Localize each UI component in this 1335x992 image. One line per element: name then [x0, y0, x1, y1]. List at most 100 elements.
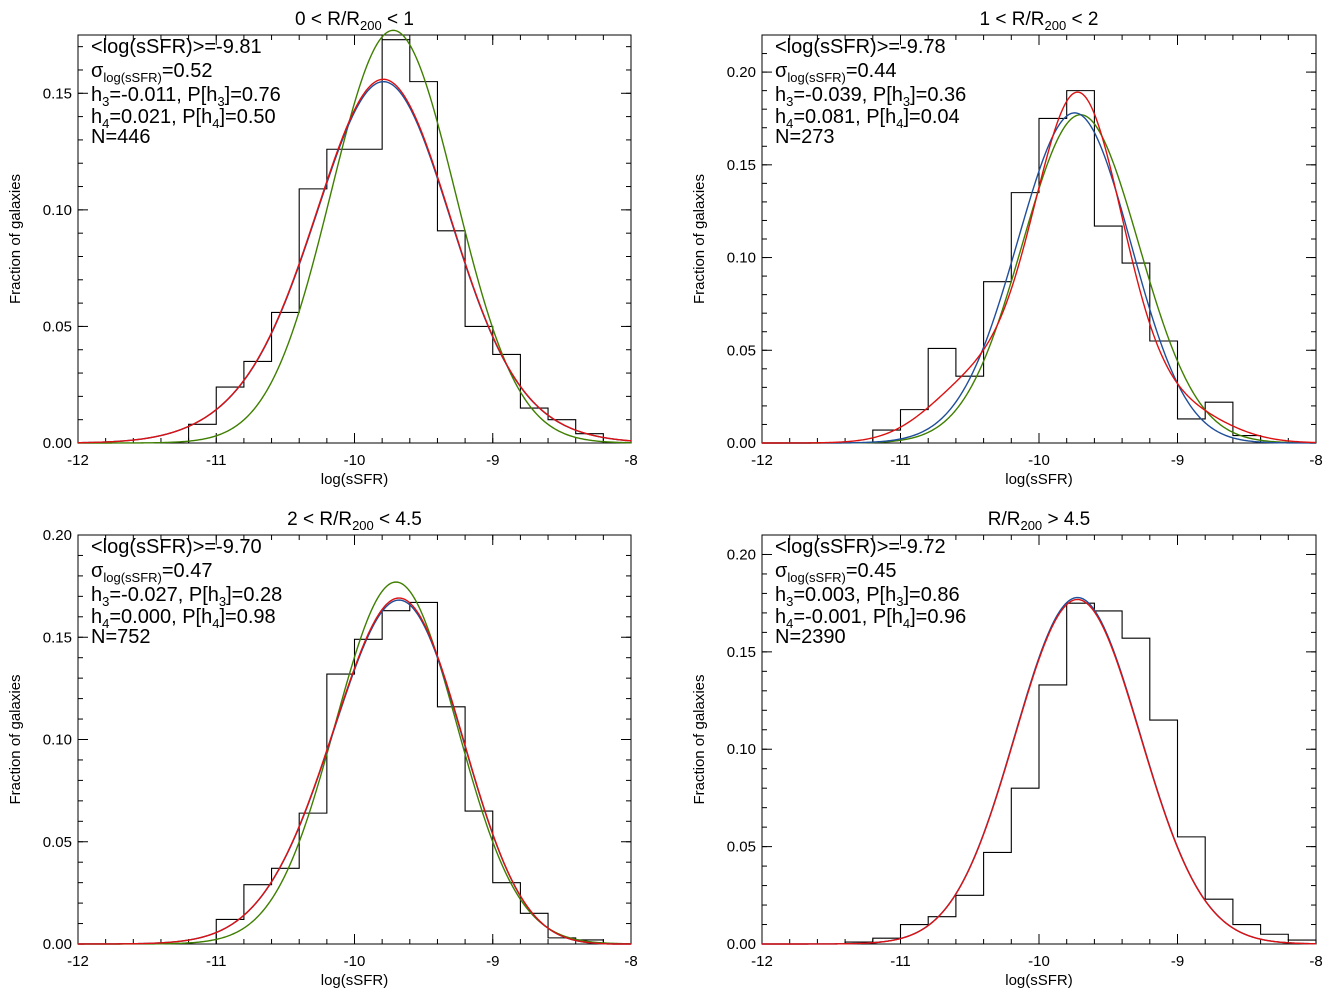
- blue-fit-curve: [762, 112, 1316, 444]
- n-annotation: N=446: [91, 126, 151, 148]
- h4-annotation: h4=0.000, P[h4]=0.98: [91, 606, 276, 631]
- y-axis-label: Fraction of galaxies: [691, 674, 708, 804]
- histogram-bin: [1178, 837, 1206, 944]
- x-axis-label: log(sSFR): [1005, 471, 1073, 488]
- histogram-bin: [956, 895, 984, 944]
- y-axis-label: Fraction of galaxies: [7, 674, 24, 804]
- x-tick-label: -11: [890, 953, 911, 970]
- y-tick-label: 0.15: [43, 629, 72, 646]
- h4-annotation: h4=-0.001, P[h4]=0.96: [775, 606, 966, 631]
- x-tick-label: -12: [67, 452, 89, 469]
- n-annotation: N=2390: [775, 626, 846, 648]
- panel-3: -12 -11 -10 -9 -8 0.00 0.05 0.10 0.15 0.20 log(sSF…: [7, 509, 638, 989]
- histogram-bin: [410, 602, 438, 944]
- y-axis-label: Fraction of galaxies: [691, 174, 708, 304]
- sigma-annotation: σlog(sSFR)=0.47: [91, 560, 212, 585]
- y-tick-label: 0.15: [727, 157, 756, 174]
- histogram-bin: [216, 919, 244, 944]
- x-tick-label: -11: [206, 452, 227, 469]
- sigma-annotation: σlog(sSFR)=0.44: [775, 60, 896, 85]
- x-axis-label: log(sSFR): [1005, 972, 1073, 989]
- x-tick-label: -8: [624, 953, 637, 970]
- y-tick-label: 0.00: [727, 435, 756, 452]
- histogram-bin: [1150, 341, 1178, 443]
- histogram: [188, 39, 604, 443]
- blue-fit-curve: [77, 80, 632, 444]
- y-tick-label: 0.10: [43, 732, 72, 749]
- y-tick-label: 0.00: [43, 936, 72, 953]
- histogram-bin: [1039, 118, 1067, 443]
- histogram-bin: [1067, 603, 1095, 944]
- panel-4: -12 -11 -10 -9 -8 0.00 0.05 0.10 0.15 0.20 log(sSF…: [691, 509, 1323, 989]
- histogram: [215, 601, 604, 944]
- mean-annotation: <log(sSFR)>=-9.78: [775, 36, 946, 58]
- x-tick-label: -12: [751, 953, 773, 970]
- histogram-bin: [272, 868, 300, 944]
- y-tick-label: 0.05: [43, 834, 72, 851]
- green-fit-curve: [78, 29, 632, 444]
- x-tick-label: -10: [1028, 953, 1050, 970]
- x-tick-label: -9: [1171, 452, 1184, 469]
- y-tick-label: 0.05: [727, 342, 756, 359]
- histogram-bin: [465, 326, 493, 443]
- histogram-bin: [244, 885, 272, 944]
- x-axis-label: log(sSFR): [321, 972, 389, 989]
- mean-annotation: <log(sSFR)>=-9.81: [91, 36, 262, 58]
- red-fit-curve: [77, 78, 632, 444]
- x-tick-label: -8: [1309, 953, 1322, 970]
- y-tick-label: 0.05: [727, 839, 756, 856]
- h3-annotation: h3=-0.027, P[h3]=0.28: [91, 584, 282, 609]
- h3-annotation: h3=0.003, P[h3]=0.86: [775, 584, 960, 609]
- histogram-bin: [437, 707, 465, 944]
- histogram-bin: [1094, 226, 1122, 443]
- histogram-bin: [355, 149, 383, 443]
- h3-annotation: h3=-0.011, P[h3]=0.76: [91, 84, 281, 109]
- histogram-bin: [520, 913, 548, 944]
- sigma-annotation: σlog(sSFR)=0.45: [775, 560, 896, 585]
- n-annotation: N=752: [91, 626, 151, 648]
- histogram-bin: [984, 282, 1012, 443]
- panel-title: 1 < R/R200 < 2: [980, 9, 1099, 33]
- histogram-bin: [1122, 638, 1150, 944]
- y-tick-label: 0.15: [727, 644, 756, 661]
- histogram-bin: [382, 611, 410, 944]
- y-tick-label: 0.10: [727, 250, 756, 267]
- y-tick-label: 0.00: [43, 435, 72, 452]
- histogram-bin: [327, 674, 355, 944]
- x-tick-label: -9: [486, 452, 499, 469]
- histogram-bin: [437, 231, 465, 443]
- histogram-bin: [1122, 263, 1150, 443]
- histogram-bin: [1178, 419, 1206, 443]
- panel-title: R/R200 > 4.5: [988, 509, 1091, 533]
- x-tick-label: -9: [486, 953, 499, 970]
- histogram-bin: [984, 852, 1012, 944]
- y-tick-label: 0.10: [43, 202, 72, 219]
- histogram-bin: [1011, 193, 1039, 443]
- histogram-bin: [299, 813, 327, 944]
- red-fit-curve: [78, 597, 631, 945]
- x-tick-label: -10: [344, 452, 366, 469]
- x-axis-label: log(sSFR): [321, 471, 389, 488]
- histogram-bin: [355, 639, 383, 944]
- histogram-bin: [956, 376, 984, 443]
- x-tick-label: -11: [890, 452, 911, 469]
- red-fit-curve: [762, 598, 1317, 945]
- red-fit-curve: [762, 91, 1317, 444]
- y-tick-label: 0.20: [727, 64, 756, 81]
- y-tick-label: 0.05: [43, 318, 72, 335]
- panel-1: -12 -11 -10 -9 -8 0.00 0.05 0.10 0.15 log(sSFR) Fr…: [7, 9, 638, 488]
- histogram-bin: [272, 312, 300, 443]
- histogram-bin: [1067, 91, 1095, 443]
- mean-annotation: <log(sSFR)>=-9.70: [91, 536, 262, 558]
- h4-annotation: h4=0.081, P[h4]=0.04: [775, 106, 960, 131]
- x-tick-label: -11: [206, 953, 227, 970]
- y-tick-label: 0.20: [43, 527, 72, 544]
- y-tick-label: 0.00: [727, 936, 756, 953]
- histogram-bin: [928, 917, 956, 944]
- panel-title: 0 < R/R200 < 1: [295, 9, 414, 33]
- x-tick-label: -9: [1171, 953, 1184, 970]
- h3-annotation: h3=-0.039, P[h3]=0.36: [775, 84, 966, 109]
- x-tick-label: -8: [624, 452, 637, 469]
- y-axis-label: Fraction of galaxies: [7, 174, 24, 304]
